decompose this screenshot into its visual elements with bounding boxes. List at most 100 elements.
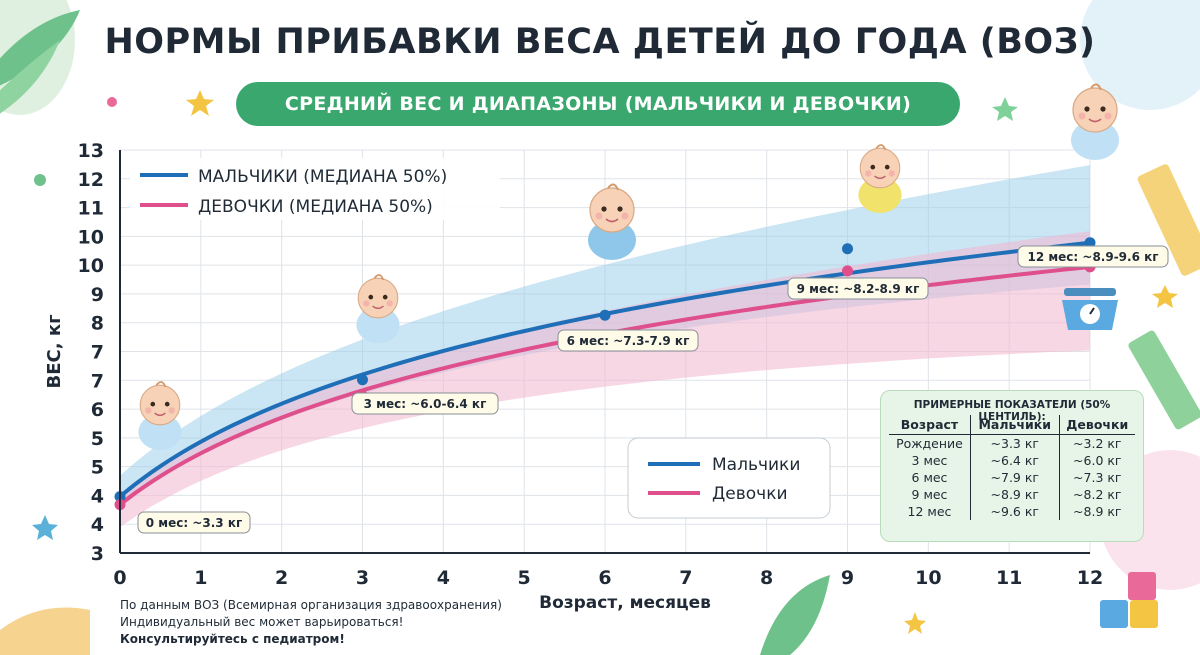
table-row: 6 мес ~7.9 кг ~7.3 кг [889, 469, 1135, 486]
baby-mouth [372, 305, 384, 310]
table-row: 12 мес ~9.6 кг ~8.9 кг [889, 503, 1135, 520]
table-cell: ~3.2 кг [1073, 436, 1122, 451]
baby-icon [138, 381, 182, 450]
x-tick-label: 7 [679, 567, 692, 589]
legend-box-background [627, 437, 831, 519]
x-tick-label: 5 [518, 567, 531, 589]
baby-eye [870, 164, 876, 170]
leaf-icon [760, 575, 830, 655]
x-tick-label: 11 [996, 567, 1022, 589]
baby-icon [356, 274, 400, 343]
x-tick-label: 0 [113, 567, 126, 589]
baby-eye [601, 206, 607, 212]
y-tick-label: 4 [91, 485, 104, 507]
scale-icon [1062, 288, 1118, 330]
x-tick-label: 8 [760, 567, 773, 589]
callout-box [137, 511, 251, 534]
baby-cheek [1078, 112, 1086, 120]
legend-label-boys: МАЛЬЧИКИ (МЕДИАНА 50%) [198, 167, 447, 187]
leaf-icon [0, 10, 80, 86]
y-tick-label: 10 [78, 226, 104, 248]
x-tick-label: 2 [275, 567, 288, 589]
x-tick-label: 3 [356, 567, 369, 589]
y-tick-label: 6 [91, 399, 104, 421]
toy-block-icon [1128, 572, 1156, 600]
baby-eye [1084, 106, 1090, 112]
y-tick-label: 8 [91, 313, 104, 335]
baby-hair [373, 274, 385, 281]
page-title: НОРМЫ ПРИБАВКИ ВЕСА ДЕТЕЙ ДО ГОДА (ВОЗ) [104, 22, 1096, 62]
baby-hair [607, 183, 619, 191]
table-row: 3 мес ~6.4 кг ~6.0 кг [889, 452, 1135, 469]
legend-box-label-boys: Мальчики [712, 455, 800, 475]
baby-hair [1090, 83, 1102, 91]
boys-data-point [1084, 237, 1096, 249]
legend-box-label-girls: Девочки [712, 484, 788, 504]
reference-table: ПРИМЕРНЫЕ ПОКАЗАТЕЛИ (50% ЦЕНТИЛЬ): Возр… [880, 390, 1144, 542]
x-tick-label: 4 [437, 567, 450, 589]
table-cell: ~6.4 кг [970, 452, 1060, 469]
baby-body [138, 414, 182, 450]
y-tick-label: 7 [91, 342, 104, 364]
table-header-cell: Девочки [1059, 415, 1135, 435]
reference-table-grid: Возраст Мальчики Девочки Рождение ~3.3 к… [889, 415, 1135, 520]
boys-data-point [357, 374, 368, 386]
dot-icon [34, 174, 46, 186]
y-tick-label: 3 [91, 543, 104, 565]
table-cell: 9 мес [889, 486, 971, 503]
x-tick-label: 12 [1077, 567, 1103, 589]
y-tick-label: 4 [91, 514, 104, 536]
y-tick-label: 7 [91, 370, 104, 392]
y-tick-label: 12 [78, 169, 104, 191]
background-blob [1080, 0, 1200, 110]
baby-cheek [595, 212, 603, 220]
star-icon [992, 97, 1018, 121]
baby-mouth [605, 218, 619, 223]
baby-eye [150, 401, 156, 407]
callout-box [351, 392, 499, 415]
table-cell: 3 мес [889, 452, 971, 469]
baby-eye [164, 401, 170, 407]
baby-cheek [1104, 112, 1112, 120]
ruler-triangle-icon [0, 607, 90, 655]
y-tick-label: 13 [78, 140, 104, 162]
chart-legend-box: Мальчики Девочки [627, 437, 831, 519]
baby-mouth [874, 175, 886, 180]
callout-box [1017, 245, 1169, 268]
baby-icon [1071, 83, 1119, 160]
girls-range-band [120, 231, 1090, 528]
boys-data-point [599, 309, 611, 321]
table-cell: Рождение [889, 434, 971, 452]
x-tick-label: 9 [841, 567, 854, 589]
toy-block-icon [1130, 600, 1158, 628]
dot-icon [107, 97, 117, 107]
callout-box [557, 329, 699, 352]
table-cell: ~7.3 кг [1073, 470, 1122, 485]
girls-data-point [842, 265, 853, 277]
table-cell: ~7.9 кг [970, 469, 1060, 486]
baby-eye [884, 164, 890, 170]
baby-icon [858, 144, 902, 213]
callout-label: 0 мес: ~3.3 кг [146, 516, 242, 530]
baby-head [357, 277, 399, 319]
y-tick-label: 11 [78, 198, 104, 220]
baby-eye [617, 206, 623, 212]
table-header-row: Возраст Мальчики Девочки [889, 415, 1135, 435]
table-row: 9 мес ~8.9 кг ~8.2 кг [889, 486, 1135, 503]
table-header-cell: Возраст [889, 415, 971, 435]
baby-eye [368, 294, 374, 300]
baby-cheek [386, 300, 393, 307]
y-tick-label: 5 [91, 428, 104, 450]
baby-cheek [363, 300, 370, 307]
x-tick-label: 10 [915, 567, 941, 589]
baby-hair [155, 381, 167, 388]
y-tick-label: 10 [78, 255, 104, 277]
baby-cheek [168, 407, 175, 414]
leaf-icon [0, 40, 60, 114]
baby-eye [382, 294, 388, 300]
baby-hair [875, 144, 887, 151]
baby-head [1072, 87, 1118, 133]
callout-label: 3 мес: ~6.0-6.4 кг [364, 397, 487, 411]
